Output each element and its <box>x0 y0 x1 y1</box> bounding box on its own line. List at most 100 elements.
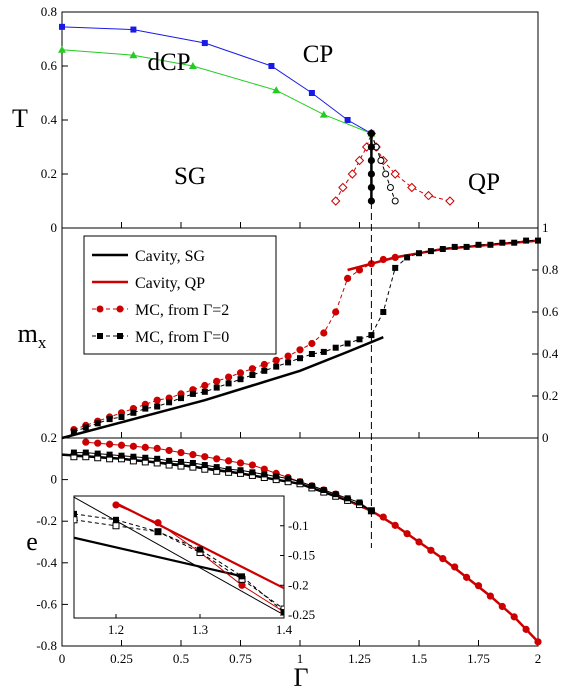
energy-e-mc-red-point <box>510 613 518 621</box>
phase-ytick-label: 0.4 <box>41 112 58 127</box>
inset-in-filled-point <box>113 516 119 523</box>
legend-label-mc-from-2: MC, from Γ=2 <box>135 302 229 319</box>
magnetization-mc-from-0-point <box>213 384 220 391</box>
inset-xtick-label: 1.3 <box>192 622 208 637</box>
energy-xtick-label: 1.25 <box>348 651 371 666</box>
magnetization-mc-from-0-point <box>356 336 363 343</box>
region-label-qp: QP <box>468 169 500 196</box>
energy-e-mc-filled-point <box>285 475 292 482</box>
energy-e-mc-red-point <box>379 513 387 521</box>
energy-xlabel: Γ <box>293 663 308 692</box>
phase-black-filled-point <box>367 183 375 192</box>
inset-xtick-label: 1.2 <box>108 622 124 637</box>
inset-in-red-point <box>154 519 162 527</box>
magnetization-mc-from-2-point <box>320 329 328 337</box>
phase-black-open-line <box>370 133 396 202</box>
legend-label-cavity-sg: Cavity, SG <box>135 248 206 265</box>
magnetization-ytick-label: 0.8 <box>542 262 558 277</box>
magnetization-ytick-label: 1 <box>542 220 549 235</box>
energy-e-mc-red-point <box>153 444 161 452</box>
energy-e-mc-filled-point <box>297 478 303 485</box>
magnetization-mc-from-0-point <box>404 254 411 261</box>
energy-e-mc-red-point <box>129 442 137 450</box>
magnetization-cavity-sg-line <box>61 336 384 440</box>
energy-e-mc-filled-point <box>332 491 339 498</box>
phase-green-point <box>188 62 197 69</box>
magnetization-mc-from-2-point <box>355 266 364 274</box>
phase-green-line <box>61 49 372 134</box>
phase-black-open-point <box>391 197 399 205</box>
phase-red-dashed-point <box>338 182 348 193</box>
energy-e-mc-filled-point <box>94 450 101 457</box>
magnetization-mc-from-0-point <box>118 414 125 420</box>
phase-red-dashed-point <box>347 169 358 179</box>
energy-e-mc-red-point <box>498 602 506 611</box>
series-layer <box>58 23 542 646</box>
magnetization-mc-from-2-line <box>73 256 396 431</box>
energy-e-mc-red-point <box>451 563 459 571</box>
inset-ytick-label: -0.25 <box>288 607 315 622</box>
energy-ytick-label: -0.6 <box>36 596 57 611</box>
energy-e-mc-red-point <box>391 521 399 529</box>
magnetization-mc-from-0-point <box>487 241 494 248</box>
energy-ytick-label: 0.2 <box>41 430 57 445</box>
energy-e-mc-red-point <box>439 555 447 563</box>
magnetization-mc-from-0-point <box>297 355 303 362</box>
axis-ticks: 0 0.2 0.4 0.6 0.8 0 0.2 0.4 0.6 0.8 1 0.2 0 -0.2 -0.4 -… <box>36 4 558 666</box>
energy-e-mc-red-point <box>82 438 90 446</box>
magnetization-mc-from-0-point <box>416 250 422 257</box>
magnetization-mc-from-0-point <box>427 248 434 255</box>
energy-e-mc-filled-point <box>320 487 327 493</box>
energy-ytick-label: -0.4 <box>36 555 57 570</box>
magnetization-ytick-label: 0 <box>542 430 549 445</box>
phase-blue-point <box>201 40 208 47</box>
energy-e-mc-filled-point <box>249 469 256 476</box>
energy-e-mc-filled-point <box>213 464 220 471</box>
energy-e-mc-filled-point <box>308 482 315 489</box>
legend-marker-mc-from-2 <box>96 305 104 313</box>
phase-ytick-label: 0.2 <box>41 166 57 181</box>
magnetization-mc-from-0-point <box>332 344 339 351</box>
legend-label-mc-from-0: MC, from Γ=0 <box>135 329 229 346</box>
magnetization-mc-from-0-point <box>106 416 113 423</box>
magnetization-mc-from-2-point <box>284 352 292 360</box>
energy-e-mc-filled-point <box>273 473 280 480</box>
phase-blue-point <box>308 90 315 96</box>
energy-e-mc-filled-point <box>154 455 161 462</box>
magnetization-mc-from-0-point <box>166 399 173 406</box>
magnetization-mc-from-2-point <box>153 396 161 404</box>
magnetization-mc-from-0-point <box>94 420 101 427</box>
energy-e-mc-filled-point <box>106 451 113 458</box>
magnetization-mc-from-2-point <box>225 373 233 381</box>
inset-ytick-label: -0.15 <box>288 548 315 563</box>
energy-e-mc-red-point <box>236 459 245 467</box>
energy-xtick-label: 1.75 <box>467 651 490 666</box>
energy-e-mc-filled-point <box>166 457 173 464</box>
magnetization-mc-from-2-point <box>260 360 268 369</box>
magnetization-mc-from-0-point <box>511 239 518 246</box>
phase-ytick-label: 0.8 <box>41 4 57 19</box>
phase-red-dashed-point <box>407 182 417 193</box>
magnetization-mc-from-2-point <box>201 381 209 390</box>
magnetization-mc-from-2-point <box>213 377 221 385</box>
phase-red-dashed-point <box>445 196 455 206</box>
phase-ytick-label: 0 <box>51 220 58 235</box>
energy-e-mc-red-point <box>225 457 233 465</box>
phase-red-dashed-point <box>423 190 434 201</box>
energy-e-mc-red-point <box>94 439 102 447</box>
energy-e-mc-red-point <box>106 440 114 448</box>
magnetization-mc-from-0-point <box>142 405 149 412</box>
inset-in-red-point <box>112 501 120 509</box>
phase-green-point <box>272 86 281 94</box>
energy-xtick-label: 0.75 <box>229 651 252 666</box>
magnetization-mc-from-0-point <box>499 239 506 246</box>
energy-e-mc-filled-point <box>178 458 184 465</box>
phase-black-open-point <box>377 157 385 164</box>
magnetization-mc-from-0-point <box>523 237 530 244</box>
magnetization-mc-from-0-point <box>237 376 244 383</box>
energy-xtick-label: 1.5 <box>411 651 427 666</box>
inset-in-filled-point <box>155 528 161 535</box>
inset-in-open-point <box>74 516 78 524</box>
magnetization-mc-from-0-point <box>439 246 446 252</box>
